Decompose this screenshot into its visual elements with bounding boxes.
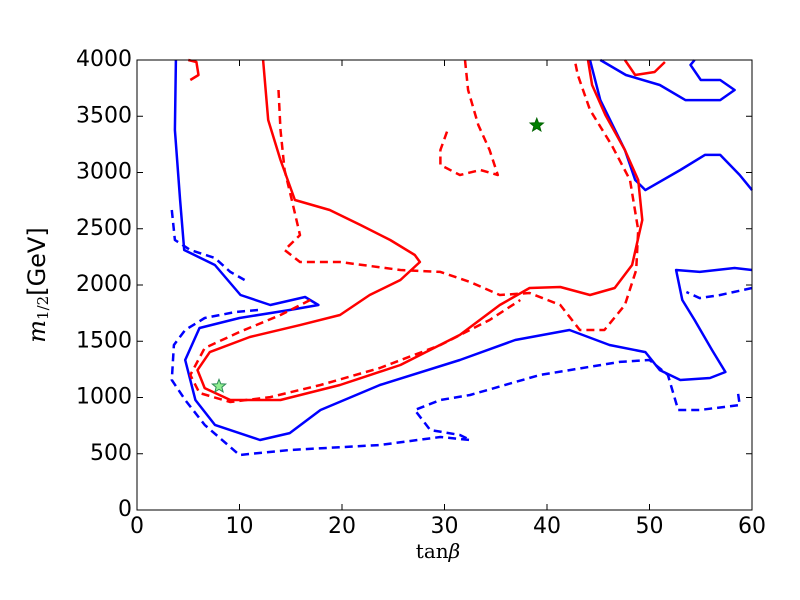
- contour-line: [623, 59, 666, 77]
- contour-line: [170, 308, 741, 457]
- contour-line: [588, 59, 753, 192]
- contour-line: [170, 209, 246, 282]
- y-tick-label: 0: [118, 497, 132, 522]
- y-tick-label: 3500: [76, 103, 132, 128]
- contour-line: [277, 59, 640, 332]
- y-tick-label: 500: [90, 441, 132, 466]
- x-axis-label: tanβ: [416, 539, 460, 563]
- contour-line: [439, 59, 500, 177]
- y-tick-label: 4000: [76, 47, 132, 72]
- y-tick-label: 2000: [76, 272, 132, 297]
- contour-line: [188, 58, 200, 82]
- y-label-subscript: 1/2: [34, 296, 52, 320]
- star-marker: [210, 377, 228, 393]
- y-tick-label: 1500: [76, 328, 132, 353]
- contour-line: [599, 58, 736, 102]
- x-label-symbol: β: [448, 539, 461, 563]
- x-tick-label: 0: [130, 514, 144, 539]
- y-tick-label: 3000: [76, 160, 132, 185]
- y-axis-label: m1/2[GeV]: [23, 227, 53, 342]
- x-label-base: tan: [416, 539, 449, 563]
- x-tick-label: 60: [738, 514, 766, 539]
- star-marker: [528, 116, 545, 133]
- contour-line: [196, 59, 644, 402]
- y-tick-label: 1000: [76, 385, 132, 410]
- x-tick-label: 10: [226, 514, 254, 539]
- x-tick-label: 40: [533, 514, 561, 539]
- contour-line: [685, 286, 753, 300]
- y-label-unit: [GeV]: [23, 227, 51, 296]
- contour-line: [173, 59, 753, 442]
- x-tick-label: 20: [328, 514, 356, 539]
- y-tick-label: 2500: [76, 216, 132, 241]
- x-tick-label: 50: [636, 514, 664, 539]
- contour-line: [189, 298, 521, 404]
- x-tick-label: 30: [431, 514, 459, 539]
- y-label-symbol: m: [23, 320, 51, 343]
